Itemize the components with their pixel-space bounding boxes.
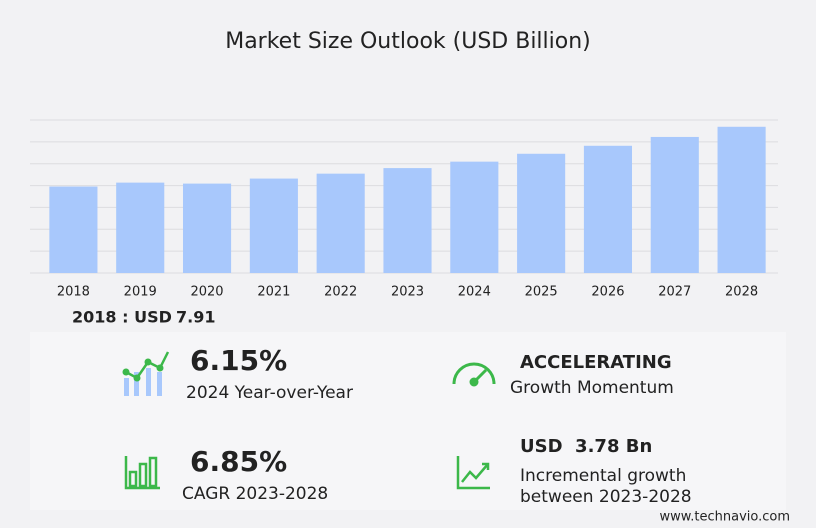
x-tick-label: 2019 bbox=[124, 285, 157, 300]
highlight-value: 7.91 bbox=[176, 308, 215, 327]
stat-value: 6.15% bbox=[190, 344, 287, 377]
bar bbox=[182, 183, 232, 273]
bar bbox=[249, 178, 298, 273]
growth-icon bbox=[122, 351, 170, 396]
stat-value: 6.85% bbox=[190, 445, 287, 478]
trend-icon bbox=[456, 456, 490, 490]
bar bbox=[49, 186, 98, 273]
bar bbox=[450, 161, 499, 273]
bar bbox=[116, 182, 165, 273]
x-tick-label: 2020 bbox=[190, 285, 223, 300]
stat-caption: between 2023-2028 bbox=[520, 487, 692, 507]
x-tick-label: 2024 bbox=[458, 285, 491, 300]
stat-caption: Growth Momentum bbox=[510, 378, 674, 398]
footer: www.technavio.com bbox=[660, 510, 790, 525]
stat-value: ACCELERATING bbox=[520, 352, 672, 373]
x-tick-label: 2026 bbox=[591, 285, 624, 300]
stat-caption: Incremental growth bbox=[520, 466, 686, 486]
chart-title: Market Size Outlook (USD Billion) bbox=[225, 29, 591, 54]
bar bbox=[583, 145, 633, 273]
x-tick-label: 2027 bbox=[658, 285, 691, 300]
x-tick-label: 2025 bbox=[525, 285, 558, 300]
x-tick-label: 2021 bbox=[257, 285, 290, 300]
x-tick-label: 2028 bbox=[725, 285, 758, 300]
gauge-icon bbox=[452, 362, 496, 387]
stat-caption: 2024 Year-over-Year bbox=[186, 383, 353, 403]
stat-caption: CAGR 2023-2028 bbox=[182, 484, 328, 504]
x-tick-label: 2023 bbox=[391, 285, 424, 300]
bar bbox=[717, 126, 766, 273]
x-tick-label: 2022 bbox=[324, 285, 357, 300]
bar bbox=[517, 153, 566, 273]
bar bbox=[650, 136, 699, 273]
stat-value: USD 3.78 Bn bbox=[520, 436, 652, 457]
bar bbox=[383, 168, 432, 273]
plot: 2018 2019 2020 2021 2022 2023 2024 2025 2026 2027… bbox=[30, 119, 778, 300]
x-tick-label: 2018 bbox=[57, 285, 90, 300]
bars-icon bbox=[124, 456, 160, 490]
highlight-label: 2018 : USD bbox=[72, 308, 172, 327]
bar bbox=[316, 173, 365, 273]
